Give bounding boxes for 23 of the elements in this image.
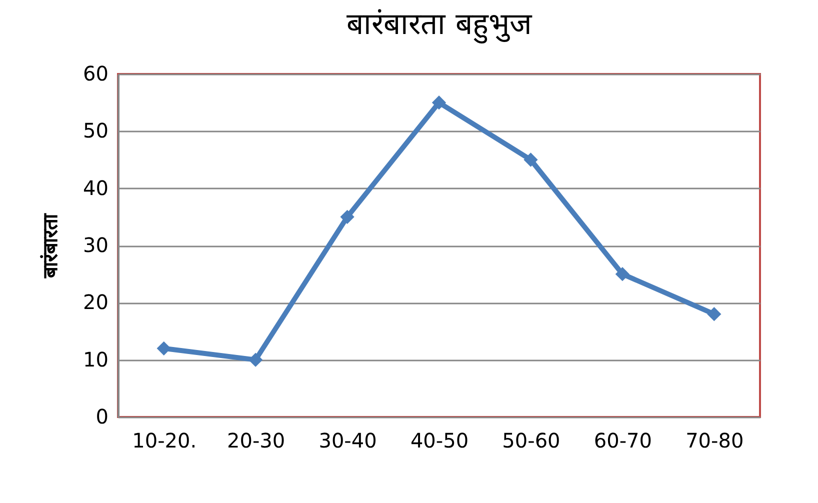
point xyxy=(615,267,630,282)
point xyxy=(248,352,263,367)
x-tick-label: 30-40 xyxy=(318,428,377,452)
y-axis-title: बारंबारता xyxy=(38,213,62,279)
y-tick-label: 50 xyxy=(83,118,108,143)
chart-title: बारंबारता बहुभुज xyxy=(346,7,532,44)
x-tick-label: 50-60 xyxy=(502,428,560,452)
y-tick-label: 10 xyxy=(83,347,108,372)
y-tick-label: 40 xyxy=(83,176,108,200)
x-tick-label: 20-30 xyxy=(227,428,286,452)
x-tick-label: 10-20. xyxy=(132,428,197,452)
point xyxy=(156,341,171,356)
point xyxy=(340,210,354,224)
y-tick-label: 30 xyxy=(83,233,108,257)
x-tick-label: 70-80 xyxy=(686,428,744,452)
point xyxy=(707,307,722,322)
y-tick-label: 20 xyxy=(83,290,108,314)
y-tick-label: 0 xyxy=(96,404,108,428)
point xyxy=(432,96,446,110)
x-tick-label: 40-50 xyxy=(410,428,469,452)
point xyxy=(524,152,538,167)
y-tick-label: 60 xyxy=(83,62,108,86)
x-tick-label: 60-70 xyxy=(594,428,652,452)
